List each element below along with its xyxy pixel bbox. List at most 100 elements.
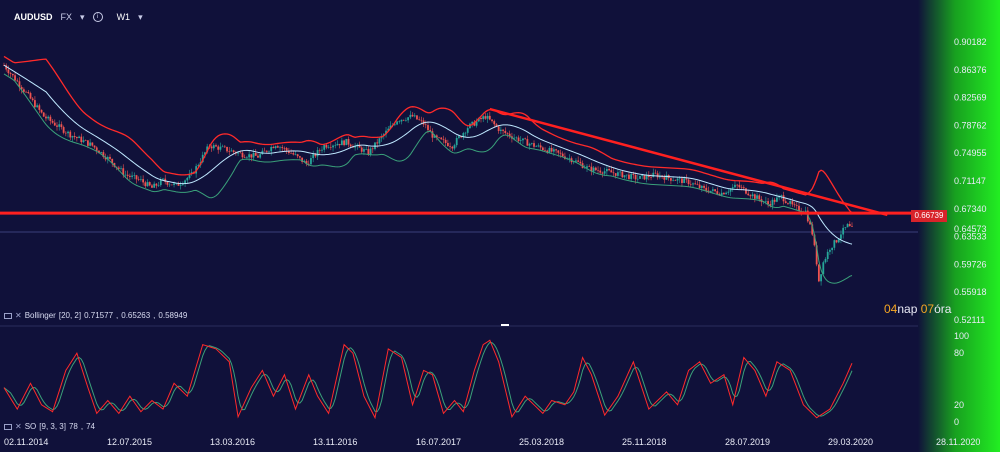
time-tick-label: 02.11.2014 <box>4 437 48 447</box>
candles-group <box>3 62 853 286</box>
candle-body <box>826 251 829 259</box>
candle-body <box>530 143 533 144</box>
stochastic-oscillator <box>3 339 853 420</box>
candle-body <box>771 199 774 206</box>
chevron-down-icon[interactable]: ▾ <box>138 11 143 22</box>
price-tick-label: 0.63533 <box>954 232 987 242</box>
bollinger-lower-band <box>3 73 853 284</box>
candle-body <box>466 128 469 133</box>
close-icon[interactable]: ✕ <box>15 422 22 431</box>
candle-body <box>157 185 160 186</box>
candle-body <box>181 183 184 185</box>
chevron-down-icon[interactable]: ▾ <box>80 11 85 22</box>
candle-body <box>11 73 14 76</box>
candle-body <box>166 181 169 185</box>
candle-body <box>360 147 363 152</box>
candle-body <box>84 140 87 141</box>
candle-body <box>398 121 401 123</box>
candle-body <box>619 171 622 173</box>
candle-body <box>610 170 613 173</box>
candle-body <box>276 146 279 148</box>
candle-body <box>290 153 292 154</box>
settings-icon[interactable] <box>4 423 12 430</box>
candle-body <box>329 147 332 148</box>
candle-body <box>645 175 648 180</box>
candle-body <box>813 234 816 246</box>
candle-body <box>402 119 405 121</box>
candle-body <box>643 174 646 180</box>
candle-body <box>219 146 222 150</box>
candle-body <box>840 234 842 239</box>
countdown-days-label: nap <box>897 302 918 316</box>
candle-body <box>495 124 498 127</box>
candle-body <box>749 195 752 197</box>
candle-body <box>91 142 94 146</box>
candle-body <box>159 179 162 186</box>
candle-body <box>299 156 301 158</box>
candle-body <box>440 137 443 140</box>
candle-body <box>133 175 136 176</box>
candle-body <box>296 154 299 157</box>
candle-body <box>250 154 253 158</box>
time-tick-label: 12.07.2015 <box>107 437 152 447</box>
candle-body <box>316 150 319 157</box>
candle-body <box>261 150 264 155</box>
candle-body <box>69 131 72 138</box>
candle-body <box>405 120 407 121</box>
candle-body <box>106 156 109 160</box>
candle-body <box>568 158 571 159</box>
candle-body <box>751 194 754 197</box>
candle-body <box>131 175 133 177</box>
candle-body <box>294 154 297 155</box>
settings-icon[interactable] <box>4 312 12 319</box>
time-tick-label: 25.11.2018 <box>622 437 666 447</box>
candle-body <box>259 154 262 158</box>
oscillator-tick-label: 0 <box>954 417 959 427</box>
candle-body <box>480 117 482 120</box>
candle-body <box>614 173 617 176</box>
candle-body <box>42 112 45 117</box>
time-tick-label: 13.03.2016 <box>210 437 255 447</box>
candle-body <box>829 250 831 252</box>
candle-body <box>51 120 54 123</box>
candle-body <box>124 174 127 176</box>
interval-label[interactable]: W1 <box>116 12 131 22</box>
candle-body <box>217 146 220 150</box>
candle-body <box>263 150 266 152</box>
info-icon[interactable]: i <box>92 12 103 22</box>
candle-body <box>544 150 546 151</box>
resistance-trendline <box>489 107 888 217</box>
candle-body <box>135 175 138 180</box>
candle-body <box>82 140 85 143</box>
candle-body <box>502 129 504 131</box>
candle-body <box>583 167 586 169</box>
close-icon[interactable]: ✕ <box>15 311 22 320</box>
candle-body <box>486 115 489 119</box>
candle-body <box>29 93 32 99</box>
candle-body <box>122 168 125 175</box>
candle-body <box>268 151 270 152</box>
candle-body <box>34 100 36 108</box>
candle-body <box>151 185 153 188</box>
time-axis: 02.11.2014 12.07.2015 13.03.2016 13.11.2016… <box>4 437 980 447</box>
candle-body <box>221 146 224 148</box>
price-tick-label: 0.52111 <box>954 315 985 325</box>
price-tick-label: 0.59726 <box>954 259 987 269</box>
candle-body <box>617 172 619 176</box>
oscillator-axis: 100 80 20 0 <box>954 331 969 427</box>
candle-body <box>27 91 30 94</box>
candle-body <box>438 137 440 139</box>
candle-body <box>837 238 840 243</box>
candle-body <box>60 124 63 128</box>
candle-body <box>519 140 522 142</box>
candle-body <box>824 258 827 263</box>
candle-body <box>175 183 178 184</box>
candle-body <box>753 194 756 199</box>
candle-body <box>248 154 251 158</box>
candle-body <box>7 69 10 74</box>
bollinger-middle-band <box>3 64 853 245</box>
symbol-label[interactable]: AUDUSD <box>14 12 53 22</box>
candle-body <box>491 119 493 122</box>
candle-body <box>22 89 25 92</box>
